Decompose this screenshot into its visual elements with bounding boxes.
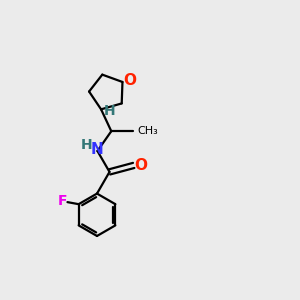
- Text: O: O: [134, 158, 147, 173]
- Text: F: F: [58, 194, 67, 208]
- Text: H: H: [80, 138, 92, 152]
- Text: H: H: [104, 104, 116, 118]
- Text: N: N: [91, 142, 104, 157]
- Text: O: O: [123, 73, 136, 88]
- Text: CH₃: CH₃: [138, 126, 158, 136]
